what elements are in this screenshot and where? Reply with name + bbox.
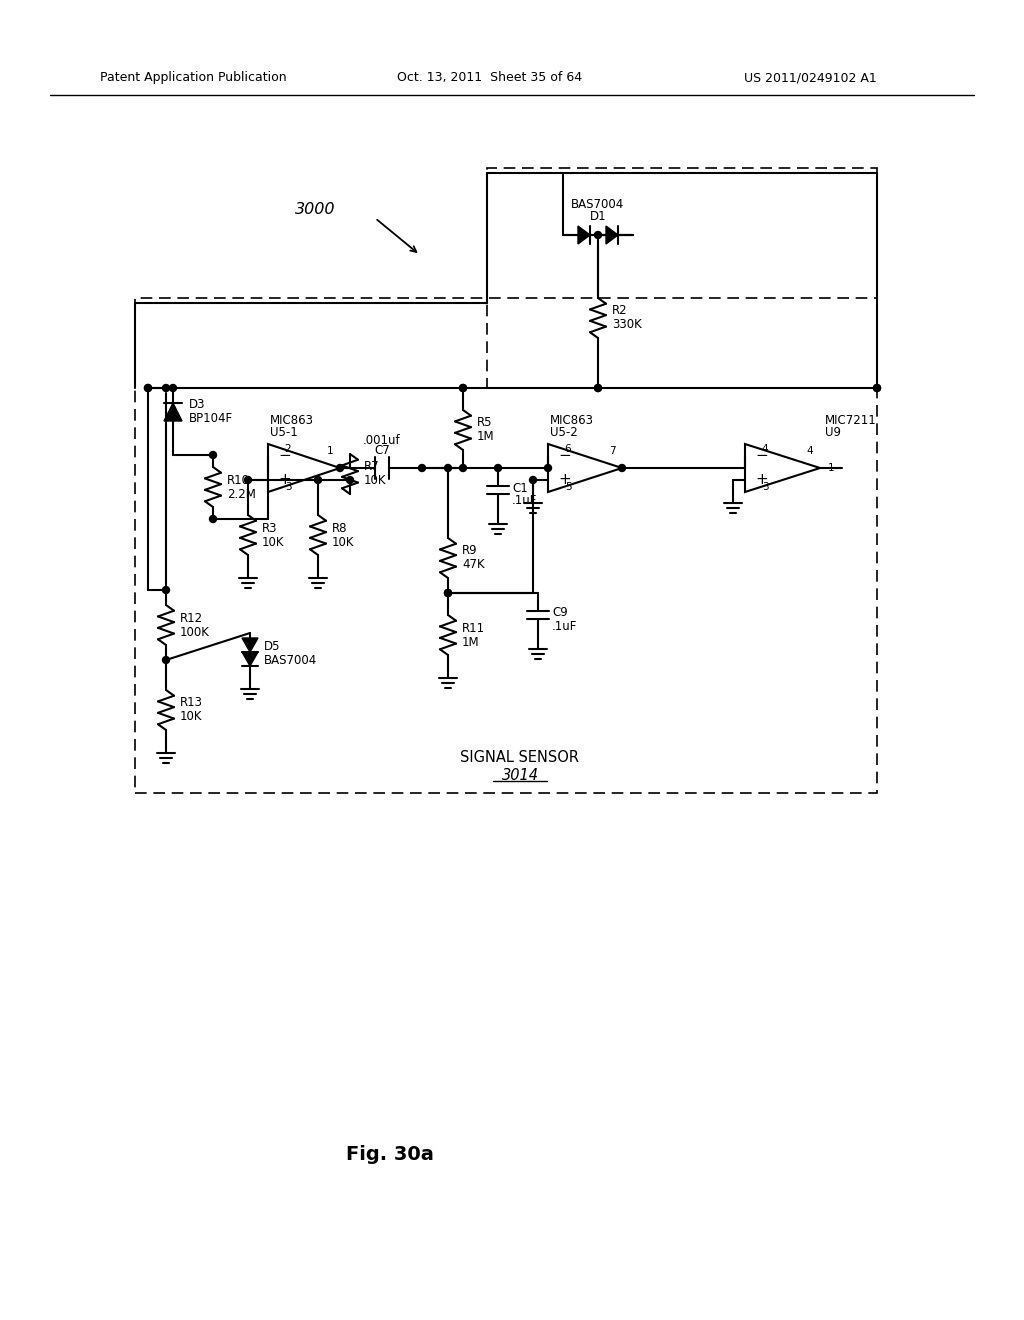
Polygon shape xyxy=(164,403,182,421)
Circle shape xyxy=(460,465,467,471)
Circle shape xyxy=(163,586,170,594)
Circle shape xyxy=(419,465,426,471)
Text: 10K: 10K xyxy=(262,536,285,549)
Circle shape xyxy=(144,384,152,392)
Text: Oct. 13, 2011  Sheet 35 of 64: Oct. 13, 2011 Sheet 35 of 64 xyxy=(397,71,583,84)
Text: 1: 1 xyxy=(828,463,835,473)
Bar xyxy=(135,298,877,793)
Text: BAS7004: BAS7004 xyxy=(264,653,317,667)
Text: R13: R13 xyxy=(180,697,203,710)
Text: 330K: 330K xyxy=(612,318,642,331)
Text: −: − xyxy=(278,449,291,463)
Text: MIC7211: MIC7211 xyxy=(825,413,877,426)
Text: .1uF: .1uF xyxy=(512,495,538,507)
Text: 10K: 10K xyxy=(364,474,386,487)
Text: .001uf: .001uf xyxy=(364,433,400,446)
Text: BAS7004: BAS7004 xyxy=(571,198,625,211)
Text: R7: R7 xyxy=(364,461,380,474)
Text: 100K: 100K xyxy=(180,626,210,639)
Text: R9: R9 xyxy=(462,544,477,557)
Text: MIC863: MIC863 xyxy=(270,413,314,426)
Text: 1M: 1M xyxy=(477,430,495,444)
Circle shape xyxy=(545,465,552,471)
Circle shape xyxy=(144,384,152,392)
Text: U5-2: U5-2 xyxy=(550,425,578,438)
Text: U9: U9 xyxy=(825,425,841,438)
Text: 3: 3 xyxy=(762,482,768,492)
Circle shape xyxy=(495,465,502,471)
Circle shape xyxy=(618,465,626,471)
Circle shape xyxy=(170,384,176,392)
Text: MIC863: MIC863 xyxy=(550,413,594,426)
Circle shape xyxy=(163,384,170,392)
Circle shape xyxy=(873,384,881,392)
Circle shape xyxy=(529,477,537,483)
Text: −: − xyxy=(755,449,768,463)
Text: C7: C7 xyxy=(374,445,390,458)
Text: US 2011/0249102 A1: US 2011/0249102 A1 xyxy=(743,71,877,84)
Text: C1: C1 xyxy=(512,482,527,495)
Circle shape xyxy=(346,477,353,483)
Text: R8: R8 xyxy=(332,521,347,535)
Text: 2.2M: 2.2M xyxy=(227,487,256,500)
Text: .1uF: .1uF xyxy=(552,619,578,632)
Text: 10K: 10K xyxy=(180,710,203,723)
Text: SIGNAL SENSOR: SIGNAL SENSOR xyxy=(461,751,580,766)
Text: 3000: 3000 xyxy=(295,202,336,218)
Bar xyxy=(487,168,877,388)
Text: C9: C9 xyxy=(552,606,567,619)
Text: 1M: 1M xyxy=(462,635,479,648)
Text: D1: D1 xyxy=(590,210,606,223)
Text: R5: R5 xyxy=(477,417,493,429)
Text: 7: 7 xyxy=(608,446,615,455)
Text: 3014: 3014 xyxy=(502,767,539,783)
Text: 1: 1 xyxy=(327,446,334,455)
Text: +: + xyxy=(755,473,768,487)
Circle shape xyxy=(245,477,252,483)
Circle shape xyxy=(460,384,467,392)
Circle shape xyxy=(210,516,216,523)
Text: BP104F: BP104F xyxy=(189,412,233,425)
Circle shape xyxy=(163,656,170,664)
Circle shape xyxy=(337,465,343,471)
Polygon shape xyxy=(606,226,618,244)
Text: U5-1: U5-1 xyxy=(270,425,298,438)
Text: R11: R11 xyxy=(462,622,485,635)
Text: D3: D3 xyxy=(189,399,206,412)
Text: R12: R12 xyxy=(180,611,203,624)
Circle shape xyxy=(210,451,216,458)
Polygon shape xyxy=(578,226,590,244)
Text: 47K: 47K xyxy=(462,558,484,572)
Text: 4: 4 xyxy=(807,446,813,455)
Circle shape xyxy=(873,384,881,392)
Circle shape xyxy=(595,231,601,239)
Text: −: − xyxy=(558,449,570,463)
Text: 10K: 10K xyxy=(332,536,354,549)
Text: Patent Application Publication: Patent Application Publication xyxy=(99,71,287,84)
Circle shape xyxy=(595,384,601,392)
Text: +: + xyxy=(558,473,570,487)
Text: 3: 3 xyxy=(285,482,291,492)
Text: R10: R10 xyxy=(227,474,250,487)
Text: 5: 5 xyxy=(564,482,571,492)
Circle shape xyxy=(444,590,452,597)
Text: 6: 6 xyxy=(564,444,571,454)
Circle shape xyxy=(595,384,601,392)
Text: 2: 2 xyxy=(285,444,291,454)
Polygon shape xyxy=(242,652,258,667)
Text: +: + xyxy=(278,473,291,487)
Text: R3: R3 xyxy=(262,521,278,535)
Circle shape xyxy=(444,590,452,597)
Circle shape xyxy=(314,477,322,483)
Circle shape xyxy=(444,465,452,471)
Text: Fig. 30a: Fig. 30a xyxy=(346,1146,434,1164)
Text: 4: 4 xyxy=(762,444,768,454)
Polygon shape xyxy=(242,638,258,652)
Text: D5: D5 xyxy=(264,639,281,652)
Circle shape xyxy=(460,384,467,392)
Text: R2: R2 xyxy=(612,305,628,318)
